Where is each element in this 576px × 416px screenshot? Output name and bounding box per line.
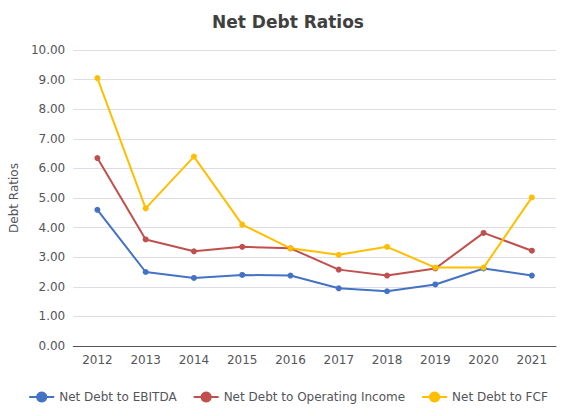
svg-text:Net Debt to Operating Income: Net Debt to Operating Income: [224, 390, 405, 404]
svg-text:2012: 2012: [82, 353, 113, 367]
svg-text:Net Debt to EBITDA: Net Debt to EBITDA: [59, 390, 177, 404]
svg-text:2016: 2016: [275, 353, 306, 367]
svg-text:2.00: 2.00: [39, 280, 66, 294]
svg-text:8.00: 8.00: [39, 102, 66, 116]
svg-text:7.00: 7.00: [39, 132, 66, 146]
svg-text:2021: 2021: [517, 353, 548, 367]
svg-text:0.00: 0.00: [39, 339, 66, 353]
svg-text:9.00: 9.00: [39, 73, 66, 87]
svg-text:1.00: 1.00: [39, 309, 66, 323]
svg-text:2019: 2019: [420, 353, 451, 367]
svg-text:4.00: 4.00: [39, 221, 66, 235]
svg-text:2018: 2018: [372, 353, 403, 367]
svg-text:2015: 2015: [227, 353, 258, 367]
svg-text:3.00: 3.00: [39, 250, 66, 264]
svg-text:Net Debt Ratios: Net Debt Ratios: [212, 12, 364, 32]
svg-text:5.00: 5.00: [39, 191, 66, 205]
svg-text:10.00: 10.00: [31, 43, 65, 57]
svg-text:Debt Ratios: Debt Ratios: [7, 163, 21, 233]
svg-text:6.00: 6.00: [39, 161, 66, 175]
svg-text:Net Debt to FCF: Net Debt to FCF: [452, 390, 548, 404]
svg-text:2014: 2014: [179, 353, 210, 367]
svg-text:2017: 2017: [323, 353, 354, 367]
svg-text:2013: 2013: [130, 353, 161, 367]
svg-text:2020: 2020: [468, 353, 499, 367]
